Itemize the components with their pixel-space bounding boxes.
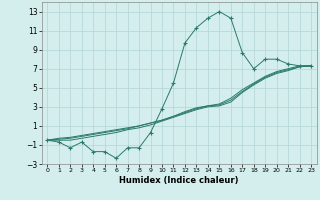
X-axis label: Humidex (Indice chaleur): Humidex (Indice chaleur) [119, 176, 239, 185]
